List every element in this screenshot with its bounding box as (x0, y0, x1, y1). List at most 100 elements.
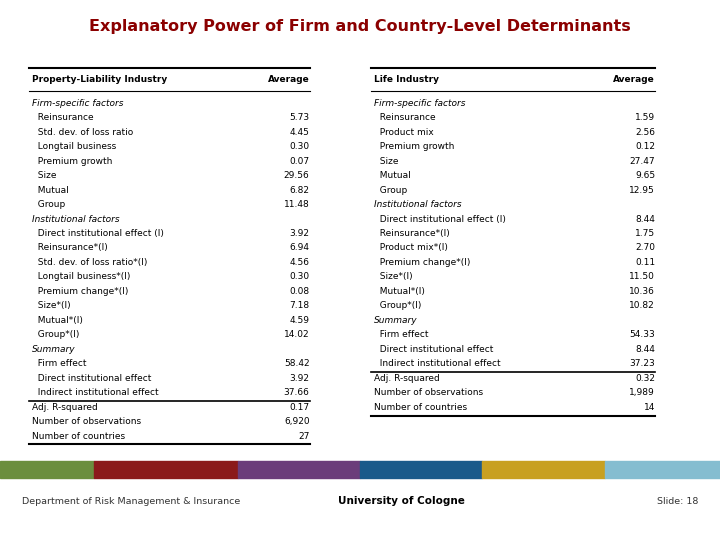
Text: Std. dev. of loss ratio: Std. dev. of loss ratio (32, 127, 133, 137)
Text: 12.95: 12.95 (629, 186, 655, 194)
Text: Product mix: Product mix (374, 127, 433, 137)
Text: Slide: 18: Slide: 18 (657, 497, 698, 505)
Text: Average: Average (613, 75, 655, 84)
Text: Direct institutional effect (I): Direct institutional effect (I) (32, 229, 163, 238)
Text: Firm effect: Firm effect (374, 330, 428, 339)
Text: Size: Size (32, 171, 56, 180)
Text: Longtail business*(I): Longtail business*(I) (32, 272, 130, 281)
Text: Direct institutional effect: Direct institutional effect (32, 374, 151, 383)
Text: 27.47: 27.47 (629, 157, 655, 166)
Text: Property-Liability Industry: Property-Liability Industry (32, 75, 167, 84)
Bar (605, 461, 720, 478)
Text: 4.45: 4.45 (289, 127, 310, 137)
Text: 0.30: 0.30 (289, 142, 310, 151)
Text: Institutional factors: Institutional factors (32, 214, 120, 224)
Text: 1.75: 1.75 (635, 229, 655, 238)
Text: 0.17: 0.17 (289, 403, 310, 411)
Text: Reinsurance: Reinsurance (32, 113, 94, 122)
Text: 8.44: 8.44 (635, 345, 655, 354)
Text: Mutual*(I): Mutual*(I) (374, 287, 425, 296)
Text: Mutual: Mutual (32, 186, 68, 194)
Text: University of Cologne: University of Cologne (338, 496, 465, 506)
Text: Adj. R-squared: Adj. R-squared (32, 403, 97, 411)
Text: 14: 14 (644, 403, 655, 411)
Text: 3.92: 3.92 (289, 374, 310, 383)
Text: 0.30: 0.30 (289, 272, 310, 281)
Text: Summary: Summary (374, 316, 418, 325)
Text: 6.82: 6.82 (289, 186, 310, 194)
Text: Product mix*(I): Product mix*(I) (374, 244, 448, 253)
Text: 58.42: 58.42 (284, 359, 310, 368)
Text: 8.44: 8.44 (635, 214, 655, 224)
Text: Mutual: Mutual (374, 171, 410, 180)
Bar (0, 461, 94, 478)
Text: Firm effect: Firm effect (32, 359, 86, 368)
Text: Reinsurance: Reinsurance (374, 113, 436, 122)
Text: Department of Risk Management & Insurance: Department of Risk Management & Insuranc… (22, 497, 240, 505)
Text: 4.59: 4.59 (289, 316, 310, 325)
Bar (360, 461, 482, 478)
Text: Adj. R-squared: Adj. R-squared (374, 374, 439, 383)
Bar (94, 461, 238, 478)
Text: 3.92: 3.92 (289, 229, 310, 238)
Text: Explanatory Power of Firm and Country-Level Determinants: Explanatory Power of Firm and Country-Le… (89, 19, 631, 34)
Text: Mutual*(I): Mutual*(I) (32, 316, 83, 325)
Text: Indirect institutional effect: Indirect institutional effect (374, 359, 500, 368)
Text: Premium change*(I): Premium change*(I) (32, 287, 128, 296)
Text: Number of countries: Number of countries (32, 431, 125, 441)
Text: Group: Group (374, 186, 407, 194)
Text: 0.12: 0.12 (635, 142, 655, 151)
Text: Number of observations: Number of observations (374, 388, 483, 397)
Text: 9.65: 9.65 (635, 171, 655, 180)
Text: Institutional factors: Institutional factors (374, 200, 462, 209)
Text: 1.59: 1.59 (635, 113, 655, 122)
Text: Std. dev. of loss ratio*(I): Std. dev. of loss ratio*(I) (32, 258, 147, 267)
Text: 2.70: 2.70 (635, 244, 655, 253)
Text: Reinsurance*(I): Reinsurance*(I) (32, 244, 107, 253)
Text: 5.73: 5.73 (289, 113, 310, 122)
Text: Premium change*(I): Premium change*(I) (374, 258, 470, 267)
Text: Premium growth: Premium growth (32, 157, 112, 166)
Text: 0.07: 0.07 (289, 157, 310, 166)
Bar (238, 461, 360, 478)
Text: 2.56: 2.56 (635, 127, 655, 137)
Text: Number of countries: Number of countries (374, 403, 467, 411)
Text: Life Industry: Life Industry (374, 75, 438, 84)
Text: 11.50: 11.50 (629, 272, 655, 281)
Text: Firm-specific factors: Firm-specific factors (32, 99, 123, 108)
Text: Size: Size (374, 157, 398, 166)
Text: 11.48: 11.48 (284, 200, 310, 209)
Text: 27: 27 (298, 431, 310, 441)
Bar (482, 461, 605, 478)
Text: 14.02: 14.02 (284, 330, 310, 339)
Text: Premium growth: Premium growth (374, 142, 454, 151)
Text: Reinsurance*(I): Reinsurance*(I) (374, 229, 449, 238)
Text: Group*(I): Group*(I) (32, 330, 79, 339)
Text: 0.32: 0.32 (635, 374, 655, 383)
Text: 6,920: 6,920 (284, 417, 310, 426)
Text: Summary: Summary (32, 345, 76, 354)
Text: Longtail business: Longtail business (32, 142, 116, 151)
Text: 54.33: 54.33 (629, 330, 655, 339)
Text: Direct institutional effect (I): Direct institutional effect (I) (374, 214, 505, 224)
Text: Size*(I): Size*(I) (32, 301, 71, 310)
Text: 29.56: 29.56 (284, 171, 310, 180)
Text: 10.82: 10.82 (629, 301, 655, 310)
Text: 4.56: 4.56 (289, 258, 310, 267)
Text: Group: Group (32, 200, 65, 209)
Text: Indirect institutional effect: Indirect institutional effect (32, 388, 158, 397)
Text: Size*(I): Size*(I) (374, 272, 413, 281)
Text: Firm-specific factors: Firm-specific factors (374, 99, 465, 108)
Text: 6.94: 6.94 (289, 244, 310, 253)
Text: 37.23: 37.23 (629, 359, 655, 368)
Text: 0.11: 0.11 (635, 258, 655, 267)
Text: 1,989: 1,989 (629, 388, 655, 397)
Text: Group*(I): Group*(I) (374, 301, 421, 310)
Text: 0.08: 0.08 (289, 287, 310, 296)
Text: 7.18: 7.18 (289, 301, 310, 310)
Text: Direct institutional effect: Direct institutional effect (374, 345, 493, 354)
Text: 37.66: 37.66 (284, 388, 310, 397)
Text: Number of observations: Number of observations (32, 417, 141, 426)
Text: 10.36: 10.36 (629, 287, 655, 296)
Text: Average: Average (268, 75, 310, 84)
